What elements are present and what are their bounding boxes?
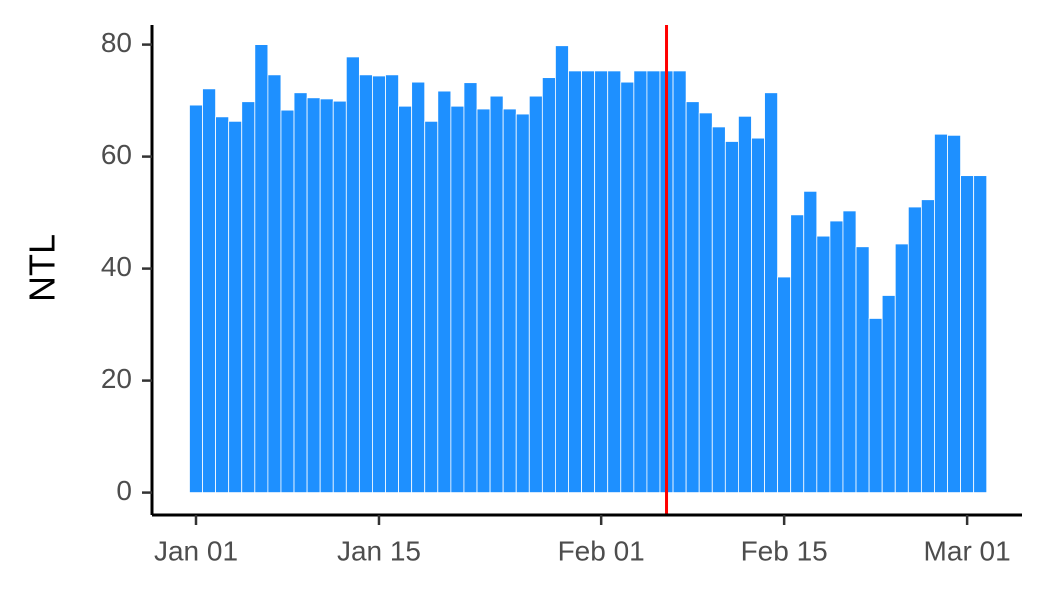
bar [424, 120, 439, 493]
bar [842, 210, 857, 493]
bar [777, 276, 792, 494]
bar [489, 95, 504, 494]
bar [738, 115, 752, 494]
bar [502, 108, 517, 494]
x-tick-label: Jan 15 [337, 535, 421, 566]
bar [568, 70, 582, 493]
bar [803, 190, 818, 494]
y-axis-label: NTL [22, 234, 63, 302]
bar [685, 101, 700, 494]
bar [947, 134, 961, 494]
y-tick-label: 20 [101, 363, 132, 394]
bar [319, 98, 334, 493]
bar [894, 243, 909, 494]
bar [829, 220, 844, 494]
bar [372, 75, 386, 494]
bar [528, 95, 543, 494]
bar [790, 214, 805, 494]
bar [698, 112, 713, 493]
bar [306, 97, 321, 493]
bar [476, 108, 491, 494]
bar [358, 74, 373, 494]
bar [620, 81, 635, 494]
bar [515, 113, 530, 493]
bar [541, 77, 556, 493]
bar [607, 70, 622, 493]
bar [881, 295, 896, 494]
bar [934, 133, 948, 493]
bar [411, 81, 426, 494]
bar [398, 105, 413, 493]
bar [280, 109, 295, 494]
y-tick-label: 60 [101, 139, 132, 170]
bar [672, 70, 687, 493]
x-tick-label: Feb 15 [741, 535, 828, 566]
bar [437, 90, 452, 493]
x-tick-label: Mar 01 [924, 535, 1011, 566]
bar [960, 175, 975, 493]
bar [215, 116, 230, 494]
bar [345, 56, 360, 493]
bar [973, 175, 988, 493]
bar [724, 141, 739, 493]
bar [764, 92, 779, 493]
bar [555, 45, 569, 494]
y-tick-label: 0 [116, 475, 132, 506]
bar [855, 246, 870, 493]
bar [868, 318, 883, 494]
bar [450, 105, 465, 493]
y-tick-label: 40 [101, 251, 132, 282]
bar [254, 44, 269, 493]
bar [711, 126, 726, 493]
bar [907, 206, 922, 494]
bar [293, 92, 308, 493]
bar [646, 70, 661, 493]
bar [241, 101, 256, 494]
bar [816, 235, 831, 494]
bar [228, 120, 243, 493]
bar [633, 70, 648, 493]
bar [189, 104, 203, 493]
bar [594, 70, 609, 493]
bar [385, 74, 399, 494]
bar [202, 88, 217, 494]
x-tick-label: Feb 01 [558, 535, 645, 566]
bar [581, 70, 596, 493]
bar [332, 100, 347, 494]
bar [751, 137, 765, 494]
bar [267, 74, 282, 494]
bar [463, 82, 478, 494]
bar [920, 199, 935, 494]
y-tick-label: 80 [101, 27, 132, 58]
x-tick-label: Jan 01 [154, 535, 238, 566]
